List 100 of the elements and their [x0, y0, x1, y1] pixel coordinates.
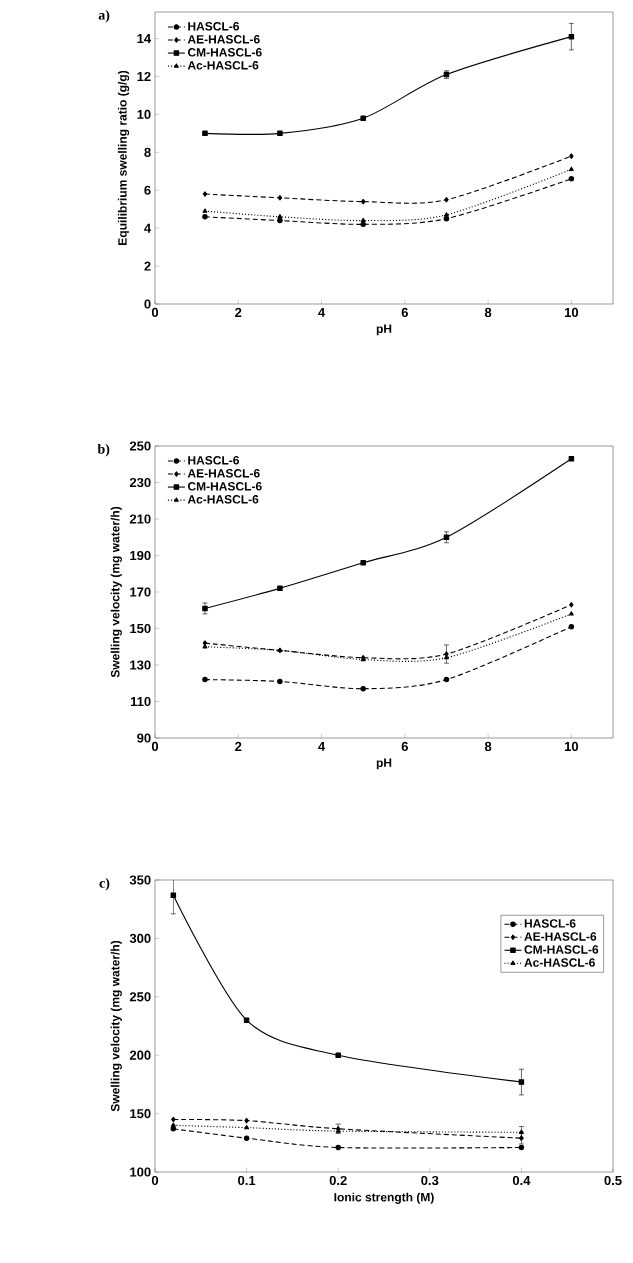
point — [360, 217, 366, 223]
y-tick-label: 250 — [129, 441, 151, 451]
legend-label: AE-HASCL-6 — [524, 932, 597, 941]
point — [444, 651, 449, 657]
y-tick-label: 300 — [129, 933, 151, 944]
legend-label: CM-HASCL-6 — [187, 482, 262, 491]
point — [244, 1117, 249, 1124]
y-tick-label: 170 — [130, 587, 151, 597]
y-tick-label: 150 — [130, 623, 151, 634]
x-tick-label: 0.1 — [238, 1175, 256, 1186]
legend-label: HASCL-6 — [524, 919, 576, 928]
x-axis-title: Ionic strength (M) — [334, 1192, 434, 1204]
legend-label: AE-HASCL-6 — [187, 35, 260, 44]
y-tick-label: 210 — [129, 514, 151, 524]
point — [569, 153, 574, 159]
point — [360, 221, 366, 228]
y-tick-label: 130 — [130, 660, 151, 670]
x-tick-label: 4 — [318, 741, 326, 751]
point — [244, 1124, 250, 1130]
y-tick-label: 2 — [144, 261, 151, 271]
point — [202, 191, 208, 197]
y-tick-label: 12 — [137, 71, 151, 82]
x-tick-label: 6 — [401, 741, 408, 752]
point — [360, 560, 366, 566]
legend-label: Ac-HASCL-6 — [187, 61, 259, 70]
y-tick-label: 6 — [144, 185, 151, 195]
point — [518, 1079, 525, 1085]
point — [202, 214, 208, 220]
x-tick-label: 8 — [484, 307, 492, 318]
point — [277, 678, 283, 685]
point — [444, 212, 449, 217]
point — [443, 534, 450, 540]
point — [568, 611, 574, 616]
point — [443, 215, 450, 222]
point — [243, 1135, 250, 1141]
y-tick-label: 100 — [130, 1167, 151, 1177]
point — [568, 166, 574, 172]
y-axis-title: Equilibrium swelling ratio (g/g) — [117, 70, 130, 245]
x-tick-label: 0.4 — [512, 1175, 531, 1186]
y-tick-label: 90 — [137, 733, 151, 743]
y-axis-title: Swelling velocity (mg water/h) — [110, 940, 122, 1112]
x-tick-label: 2 — [235, 307, 242, 317]
y-tick-label: 4 — [144, 223, 152, 233]
x-axis-title: pH — [376, 758, 392, 770]
point — [277, 217, 283, 224]
y-tick-label: 8 — [144, 147, 151, 157]
legend-label: AE-HASCL-6 — [187, 469, 260, 478]
point — [277, 647, 283, 653]
legend-label: Ac-HASCL-6 — [187, 495, 259, 504]
x-tick-label: 8 — [484, 741, 492, 752]
point — [170, 1122, 176, 1127]
y-tick-label: 10 — [137, 109, 151, 119]
y-tick-label: 150 — [130, 1109, 151, 1119]
point — [360, 198, 366, 205]
x-tick-label: 6 — [401, 307, 408, 318]
legend-label: HASCL-6 — [188, 456, 240, 465]
point — [277, 195, 283, 201]
point — [335, 1052, 341, 1058]
point — [335, 1144, 341, 1151]
x-tick-label: 10 — [564, 307, 579, 318]
x-tick-label: 10 — [564, 741, 579, 752]
point — [170, 1126, 177, 1132]
x-tick-label: 0 — [151, 741, 159, 752]
point — [277, 130, 283, 137]
point — [202, 208, 208, 213]
chart-title: a) — [98, 9, 110, 23]
point — [243, 1017, 250, 1023]
point — [444, 196, 449, 203]
point — [360, 685, 366, 692]
legend-label: HASCL-6 — [188, 22, 240, 31]
x-tick-label: 0 — [151, 307, 159, 318]
point — [202, 644, 208, 649]
x-tick-label: 0.3 — [421, 1175, 439, 1186]
point — [568, 176, 575, 182]
point — [360, 115, 366, 121]
legend-label: Ac-HASCL-6 — [524, 958, 595, 967]
chart-title: c) — [99, 877, 110, 891]
point — [568, 456, 575, 462]
x-tick-label: 0 — [151, 1175, 159, 1186]
point — [277, 214, 283, 219]
y-axis-title: Swelling velocity (mg water/h) — [110, 506, 122, 678]
point — [202, 130, 208, 137]
point — [569, 602, 574, 608]
y-tick-label: 230 — [129, 477, 151, 488]
point — [443, 676, 450, 683]
chart-title: b) — [97, 443, 110, 457]
x-tick-label: 2 — [235, 741, 242, 751]
legend-label: CM-HASCL-6 — [187, 48, 262, 57]
x-tick-label: 0.5 — [604, 1175, 622, 1186]
y-tick-label: 350 — [129, 875, 151, 885]
point — [202, 676, 208, 683]
x-tick-label: 0.2 — [329, 1175, 347, 1186]
y-tick-label: 200 — [129, 1050, 151, 1060]
point — [444, 654, 449, 660]
y-tick-label: 110 — [130, 696, 151, 707]
y-tick-label: 14 — [137, 34, 152, 44]
legend-label: CM-HASCL-6 — [524, 945, 599, 954]
x-tick-label: 4 — [318, 307, 326, 317]
x-axis-title: pH — [376, 324, 392, 336]
y-tick-label: 0 — [144, 299, 151, 309]
